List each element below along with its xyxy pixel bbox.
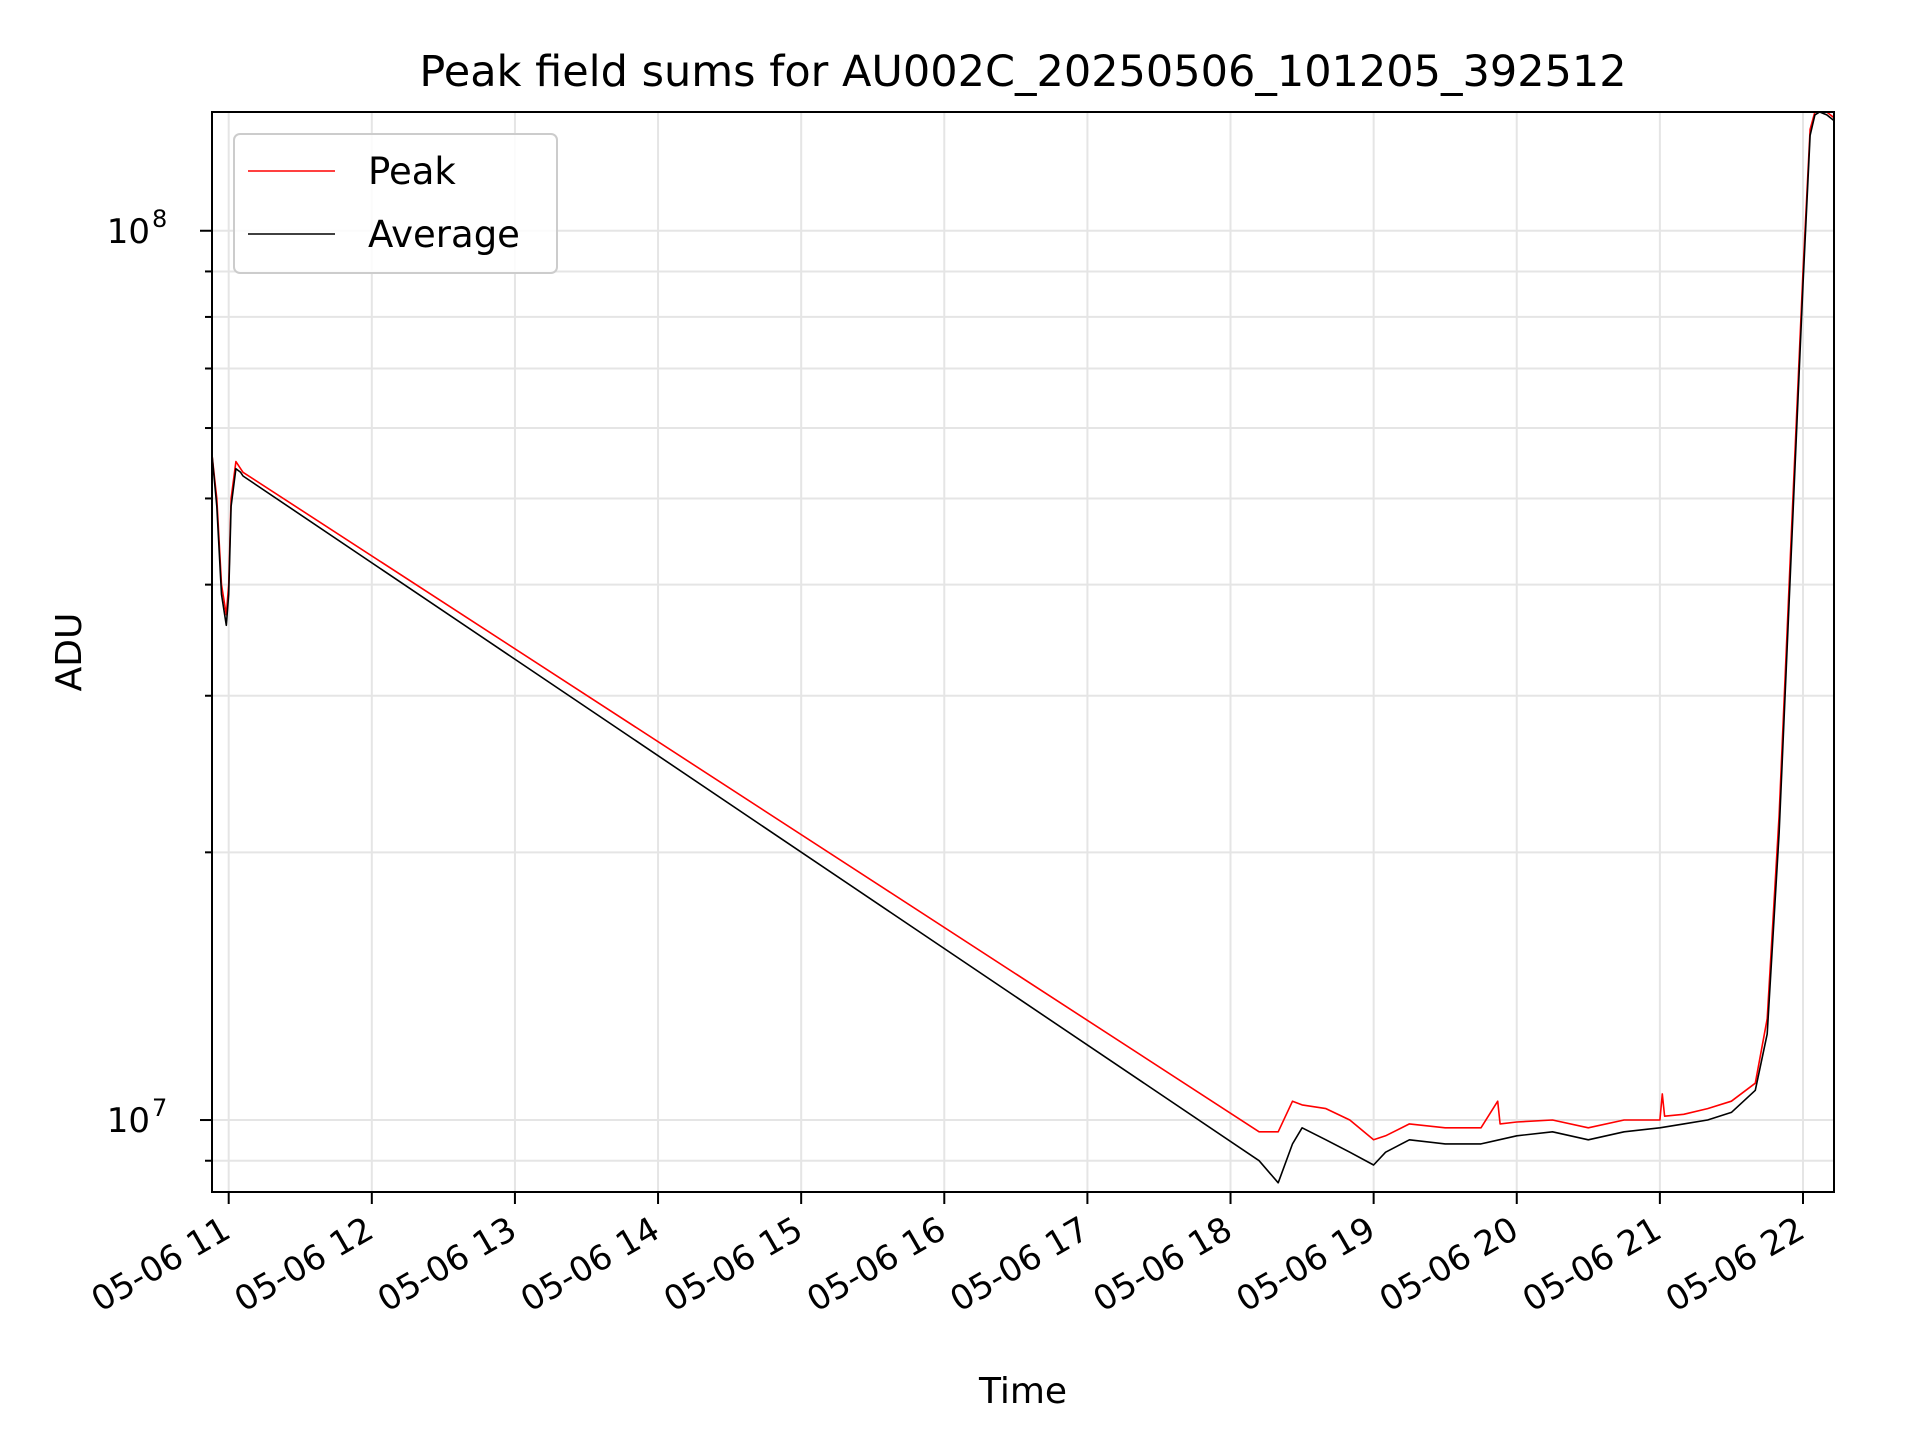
grid — [212, 112, 1834, 1192]
plot-frame — [211, 111, 1835, 1193]
legend-box — [233, 133, 558, 274]
x-axis-label: Time — [978, 1371, 1067, 1412]
legend-label-average: Average — [368, 213, 520, 256]
y-tick-exponent: 7 — [152, 1094, 167, 1122]
y-tick-label: 10 — [107, 212, 150, 252]
series-lines — [211, 111, 1835, 1184]
legend: Peak Average — [233, 133, 558, 274]
series-line-average — [211, 111, 1835, 1184]
y-tick-label: 10 — [107, 1101, 150, 1141]
y-tick-exponent: 8 — [152, 205, 167, 233]
chart-title: Peak field sums for AU002C_20250506_1012… — [419, 47, 1626, 97]
y-axis-label: ADU — [49, 613, 90, 692]
legend-label-peak: Peak — [368, 150, 456, 193]
